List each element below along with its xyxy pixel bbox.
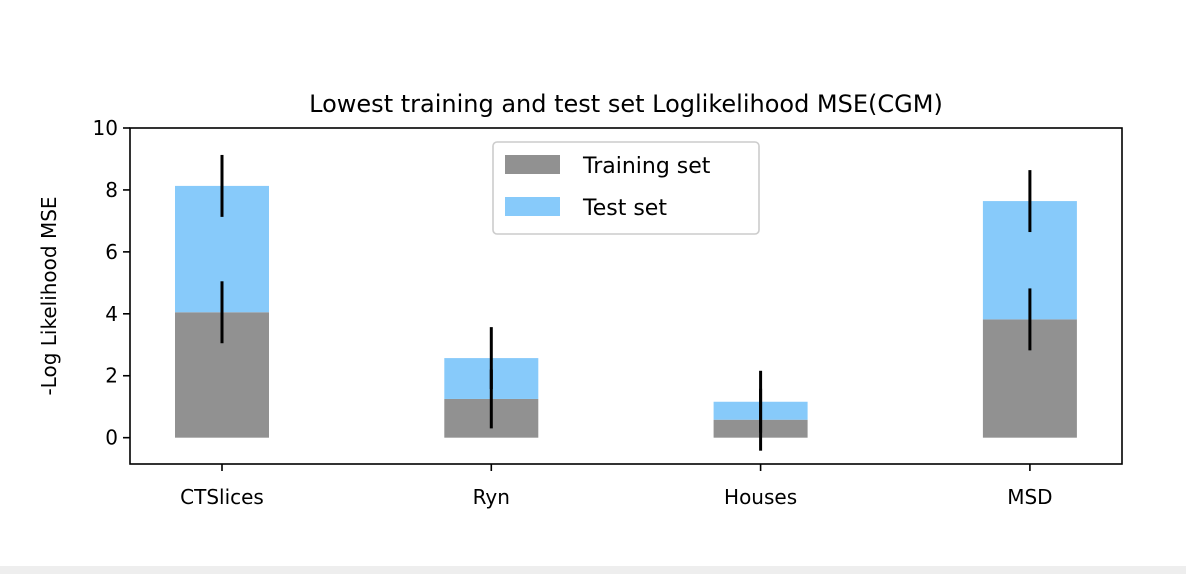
legend-swatch — [505, 155, 560, 174]
x-tick-label: Ryn — [473, 485, 510, 509]
legend: Training set Test set — [492, 141, 760, 235]
y-tick-label: 4 — [105, 302, 118, 326]
chart-title: Lowest training and test set Loglikeliho… — [309, 90, 943, 118]
y-tick-label: 2 — [105, 364, 118, 388]
legend-label: Training set — [582, 154, 711, 179]
y-tick-label: 8 — [105, 178, 118, 202]
x-tick-label: CTSlices — [180, 485, 264, 509]
x-tick-label: MSD — [1007, 485, 1052, 509]
error-bars-layer — [220, 154, 1032, 451]
x-tick-label: Houses — [724, 485, 797, 509]
y-tick-label: 10 — [93, 116, 118, 140]
bottom-strip — [0, 566, 1186, 574]
y-tick-label: 6 — [105, 240, 118, 264]
plot-frame — [129, 127, 1123, 465]
y-axis-label: -Log Likelihood MSE — [37, 196, 61, 395]
y-tick-label: 0 — [105, 426, 118, 450]
axes: 0 2 4 6 8 10 CTSlices Ryn Houses MSD — [93, 116, 1123, 509]
legend-swatch — [505, 197, 560, 216]
legend-label: Test set — [582, 196, 667, 221]
